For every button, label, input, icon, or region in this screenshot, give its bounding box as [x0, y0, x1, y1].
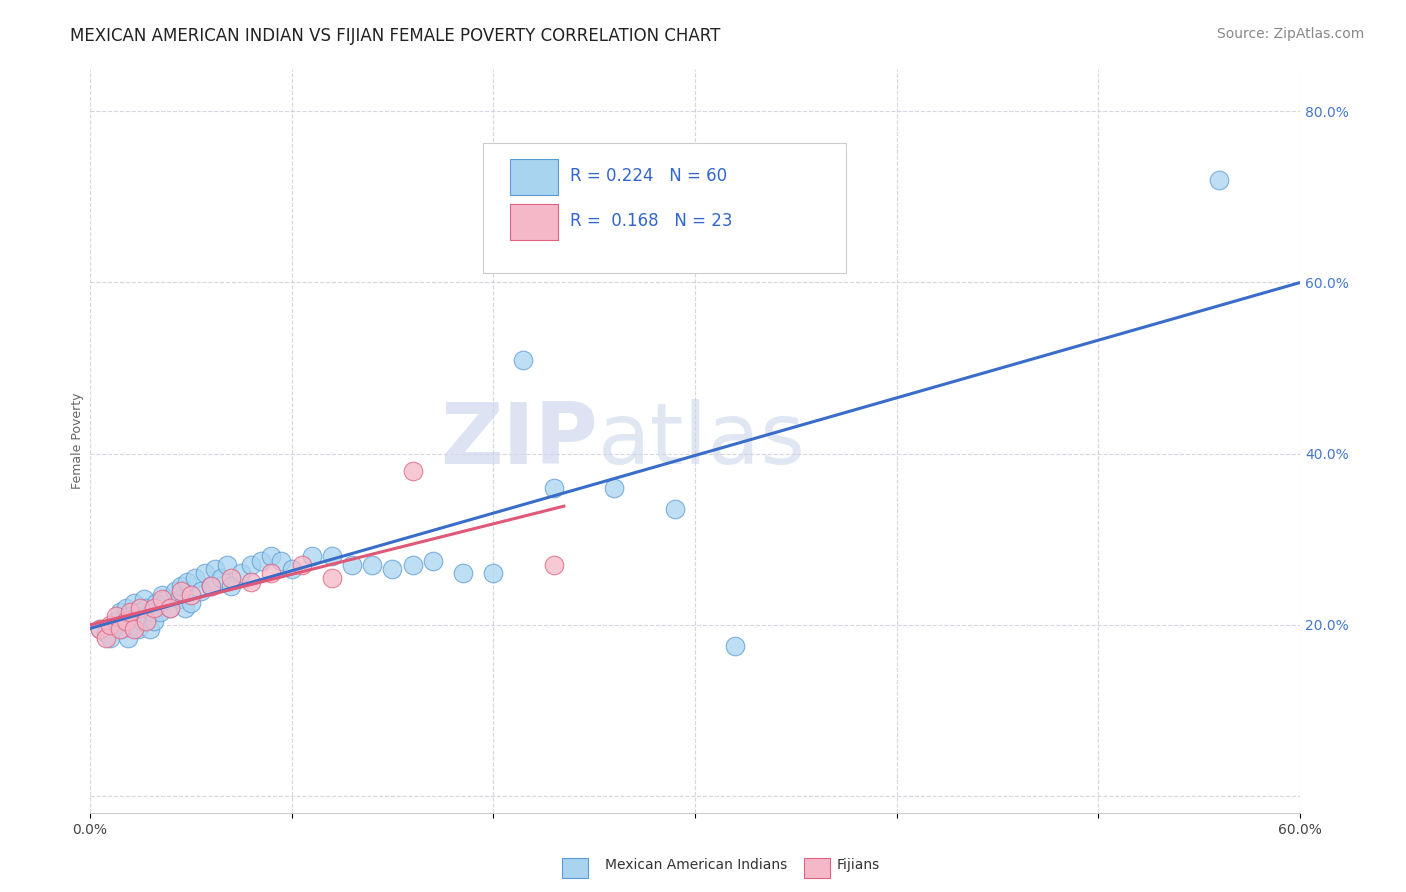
Point: [98, 617, 121, 632]
Point: [159, 600, 181, 615]
Point: [159, 600, 181, 615]
Point: [108, 605, 131, 619]
Point: [194, 566, 217, 581]
Point: [260, 566, 283, 581]
Point: [1208, 173, 1230, 187]
Point: [94, 626, 117, 640]
FancyBboxPatch shape: [510, 204, 558, 240]
Point: [200, 579, 222, 593]
Point: [169, 579, 191, 593]
Text: MEXICAN AMERICAN INDIAN VS FIJIAN FEMALE POVERTY CORRELATION CHART: MEXICAN AMERICAN INDIAN VS FIJIAN FEMALE…: [70, 27, 721, 45]
Point: [141, 605, 163, 619]
Point: [105, 609, 128, 624]
FancyBboxPatch shape: [510, 160, 558, 195]
Point: [121, 617, 143, 632]
Point: [301, 549, 323, 564]
FancyBboxPatch shape: [484, 143, 846, 273]
Point: [120, 605, 142, 619]
Text: Mexican American Indians: Mexican American Indians: [605, 858, 787, 872]
Point: [270, 554, 292, 568]
Point: [291, 558, 314, 572]
Point: [115, 614, 138, 628]
Point: [482, 566, 505, 581]
Point: [215, 558, 238, 572]
Point: [173, 600, 195, 615]
Point: [143, 600, 166, 615]
Point: [108, 622, 131, 636]
Point: [180, 588, 202, 602]
Point: [219, 571, 242, 585]
Y-axis label: Female Poverty: Female Poverty: [72, 392, 84, 489]
Point: [401, 558, 423, 572]
Point: [260, 549, 283, 564]
Point: [280, 562, 302, 576]
Point: [103, 617, 125, 632]
Point: [115, 600, 138, 615]
Point: [321, 571, 343, 585]
Point: [200, 579, 222, 593]
Point: [209, 571, 232, 585]
Point: [152, 588, 174, 602]
Point: [543, 558, 565, 572]
Point: [180, 597, 202, 611]
Point: [250, 554, 273, 568]
Point: [240, 558, 263, 572]
Point: [117, 631, 139, 645]
Point: [512, 352, 534, 367]
Point: [94, 631, 117, 645]
Point: [120, 609, 142, 624]
Point: [219, 579, 242, 593]
Point: [664, 502, 686, 516]
Point: [183, 571, 205, 585]
Point: [451, 566, 474, 581]
Text: R = 0.224   N = 60: R = 0.224 N = 60: [571, 168, 727, 186]
Text: Fijians: Fijians: [837, 858, 880, 872]
Point: [145, 597, 167, 611]
Text: atlas: atlas: [598, 400, 806, 483]
Point: [129, 605, 152, 619]
Point: [190, 583, 212, 598]
Point: [229, 566, 252, 581]
Point: [122, 622, 145, 636]
Point: [204, 562, 226, 576]
Point: [135, 600, 157, 615]
Point: [381, 562, 404, 576]
Point: [163, 583, 186, 598]
Point: [155, 592, 177, 607]
Point: [340, 558, 363, 572]
Point: [169, 583, 191, 598]
Point: [135, 614, 157, 628]
Text: ZIP: ZIP: [440, 400, 598, 483]
Point: [149, 605, 172, 619]
Point: [89, 622, 111, 636]
Point: [724, 639, 747, 653]
Point: [361, 558, 384, 572]
Point: [401, 464, 423, 478]
Text: R =  0.168   N = 23: R = 0.168 N = 23: [571, 212, 733, 230]
Point: [152, 592, 174, 607]
Point: [122, 597, 145, 611]
Point: [105, 614, 128, 628]
Point: [143, 614, 166, 628]
Point: [139, 622, 162, 636]
Point: [89, 622, 111, 636]
Point: [98, 631, 121, 645]
Point: [176, 575, 198, 590]
Point: [111, 622, 134, 636]
Point: [134, 592, 156, 607]
Point: [543, 481, 565, 495]
Point: [127, 622, 149, 636]
Point: [240, 575, 263, 590]
Point: [603, 481, 626, 495]
Point: [167, 592, 190, 607]
Point: [321, 549, 343, 564]
Point: [131, 614, 153, 628]
Point: [129, 600, 152, 615]
Point: [422, 554, 444, 568]
Text: Source: ZipAtlas.com: Source: ZipAtlas.com: [1216, 27, 1364, 41]
